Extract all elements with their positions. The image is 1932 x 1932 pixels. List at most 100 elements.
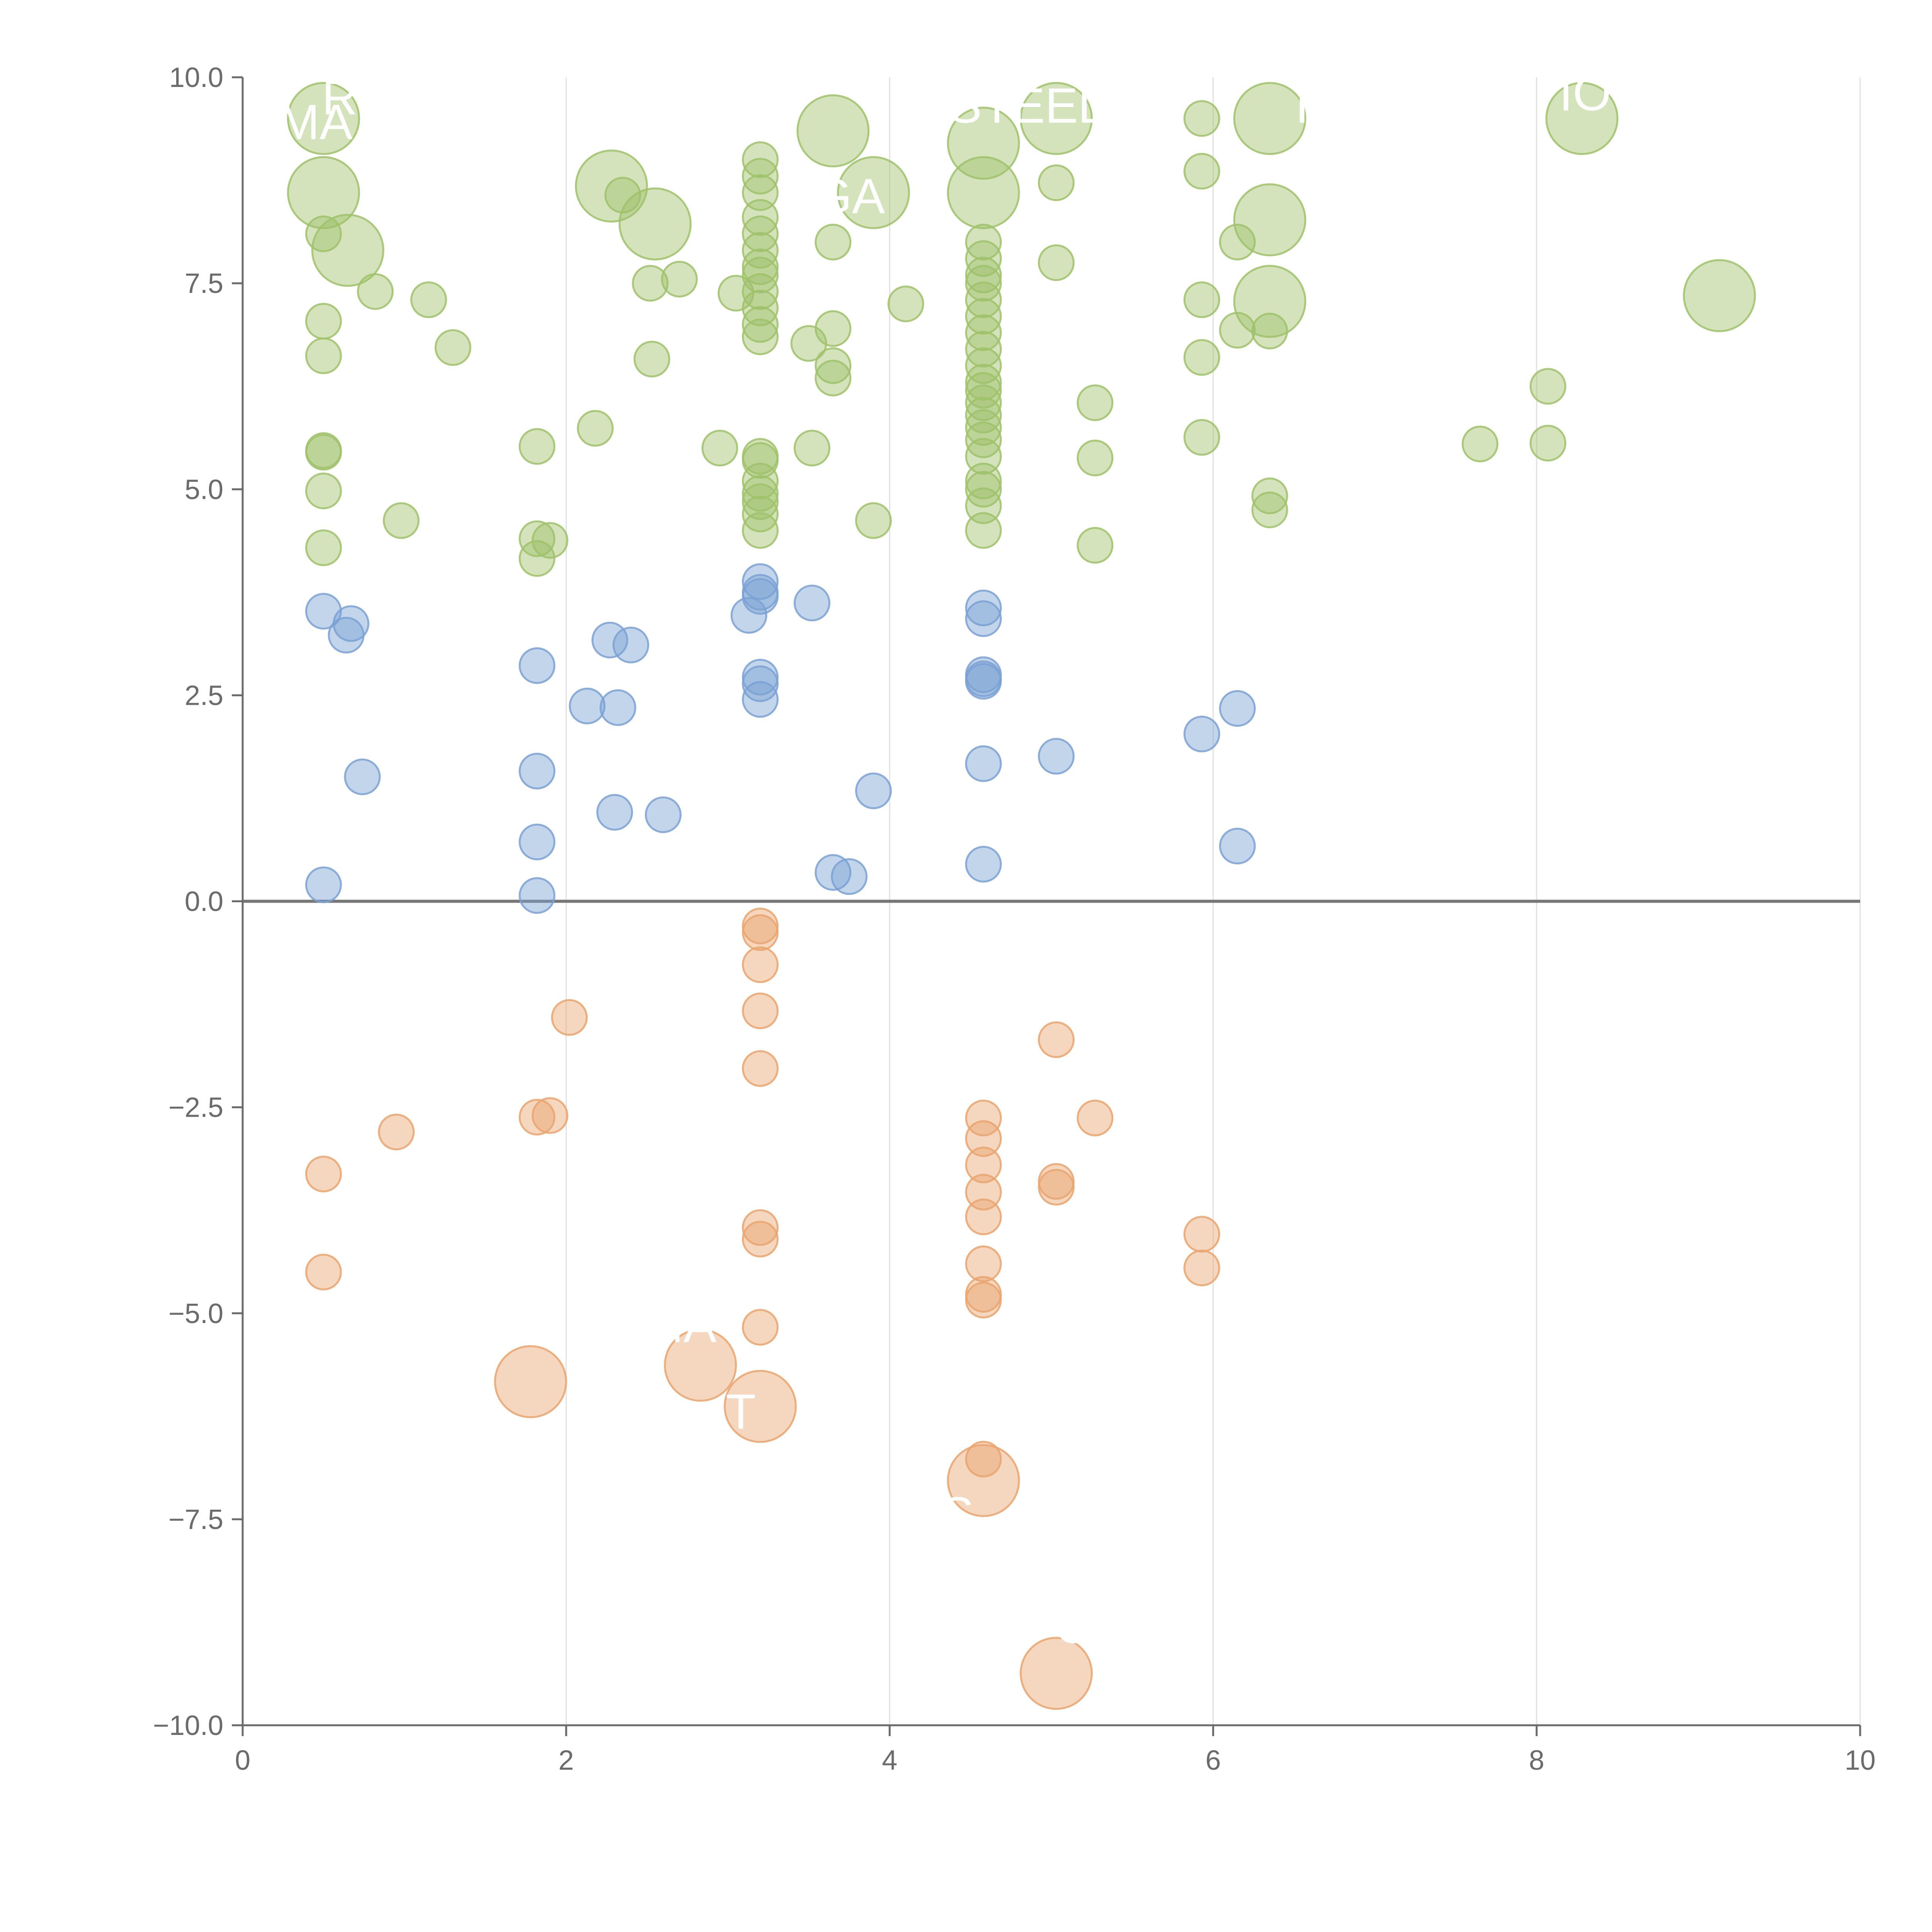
data-point-high: [1529, 368, 1566, 405]
data-point-high: [796, 94, 870, 168]
y-tick-label: 5.0: [185, 474, 223, 505]
x-tick-label: 0: [235, 1745, 250, 1776]
data-point-high: [742, 318, 779, 355]
data-points: [287, 82, 1756, 1710]
point-label: D: [335, 387, 370, 442]
data-point-negative: [1038, 1021, 1075, 1058]
data-point-negative: [965, 1282, 1002, 1319]
data-point-mid: [742, 563, 779, 600]
point-label: R: [322, 70, 357, 125]
data-point-negative: [742, 992, 779, 1029]
data-point-high: [742, 512, 779, 549]
x-tick-label: 6: [1206, 1745, 1221, 1776]
data-point-mid: [519, 753, 556, 790]
data-point-high: [1219, 312, 1256, 349]
data-point-high: [383, 502, 420, 539]
data-point-high: [1233, 82, 1306, 155]
data-point-high: [1183, 419, 1220, 456]
point-label: C: [1054, 1599, 1090, 1654]
y-tick-label: −2.5: [168, 1092, 223, 1123]
data-point-high: [742, 306, 779, 343]
y-tick-label: 2.5: [185, 680, 223, 711]
data-point-high: [855, 502, 892, 539]
data-point-negative: [742, 914, 779, 951]
data-point-high: [305, 303, 342, 340]
axes: 0 2 4 6 8 10 10.0 7.5 5.0 2.5 0.0 −2.5 −5.0 −7.5 −10.0: [153, 62, 1876, 1776]
data-point-negative: [742, 1221, 779, 1258]
data-point-high: [1038, 244, 1075, 281]
data-point-mid: [569, 687, 606, 724]
data-point-high: [305, 473, 342, 510]
data-point-high: [661, 260, 698, 298]
data-point-negative: [742, 1309, 779, 1346]
data-point-mid: [645, 796, 682, 833]
data-point-high: [519, 428, 556, 465]
data-point-mid: [1038, 738, 1075, 775]
data-point-mid: [965, 745, 1002, 782]
data-point-negative: [965, 1440, 1002, 1478]
data-point-mid: [305, 593, 342, 630]
data-point-mid: [344, 758, 381, 795]
data-point-negative: [494, 1345, 567, 1418]
y-tick-label: −7.5: [168, 1504, 223, 1535]
data-point-high: [357, 273, 394, 310]
data-point-high: [701, 430, 738, 467]
data-point-negative: [742, 946, 779, 983]
x-tick-label: 10: [1845, 1745, 1876, 1776]
data-point-high: [815, 347, 852, 384]
data-point-high: [1683, 259, 1756, 332]
data-point-high: [1251, 492, 1288, 529]
data-point-high: [1219, 224, 1256, 260]
data-point-mid: [1219, 690, 1256, 727]
data-point-mid: [599, 689, 636, 726]
data-point-high: [519, 540, 556, 577]
data-point-mid: [793, 585, 830, 622]
point-label: T: [726, 1384, 756, 1439]
x-tick-label: 4: [882, 1745, 897, 1776]
data-point-negative: [519, 1099, 556, 1136]
data-point-high: [618, 187, 692, 261]
data-point-mid: [1219, 828, 1256, 865]
data-point-high: [1183, 153, 1220, 190]
point-label: STEEL: [949, 78, 1105, 133]
data-point-negative: [965, 1198, 1002, 1235]
data-point-negative: [1038, 1168, 1075, 1206]
data-point-mid: [519, 823, 556, 861]
point-label: IO: [1559, 66, 1611, 121]
data-point-mid: [742, 681, 779, 718]
data-point-high: [965, 512, 1002, 549]
data-point-high: [1183, 281, 1220, 318]
data-point-mid: [742, 578, 779, 615]
data-point-negative: [965, 1120, 1002, 1157]
point-label: MA: [642, 1298, 717, 1353]
data-point-high: [742, 463, 779, 500]
point-label: GA: [813, 169, 885, 224]
data-point-high: [1020, 82, 1093, 155]
data-point-negative: [305, 1155, 342, 1192]
data-point-high: [837, 156, 910, 230]
data-point-mid: [965, 589, 1002, 626]
data-point-high: [887, 285, 924, 322]
data-point-high: [1077, 384, 1114, 421]
data-point-high: [815, 359, 852, 396]
data-point-high: [815, 224, 852, 260]
data-point-high: [793, 430, 830, 467]
y-tick-label: −10.0: [153, 1710, 223, 1741]
data-point-high: [519, 520, 556, 557]
data-point-mid: [596, 794, 633, 831]
data-point-high: [311, 214, 384, 287]
data-point-high: [1038, 164, 1075, 201]
data-point-high: [632, 265, 669, 302]
data-point-high: [1183, 339, 1220, 376]
data-point-high: [947, 156, 1020, 230]
data-point-mid: [965, 600, 1002, 637]
data-point-mid: [519, 877, 556, 914]
data-point-high: [305, 215, 342, 252]
data-point-negative: [664, 1328, 737, 1402]
data-point-mid: [965, 846, 1002, 883]
point-label: S: [941, 1487, 974, 1543]
data-point-high: [1233, 183, 1306, 257]
data-point-high: [287, 156, 360, 230]
data-point-negative: [965, 1245, 1002, 1282]
